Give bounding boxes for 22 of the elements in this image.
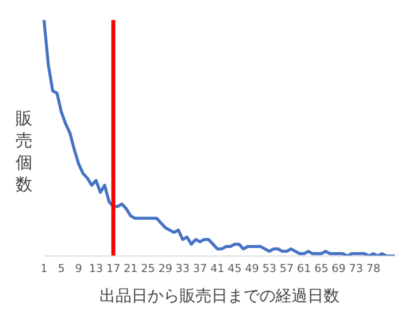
x-tick-label: 25	[141, 262, 155, 275]
x-tick-label: 37	[193, 262, 207, 275]
x-tick-label: 61	[297, 262, 311, 275]
x-tick-label: 49	[245, 262, 259, 275]
x-tick-label: 45	[228, 262, 242, 275]
x-tick-label: 9	[75, 262, 82, 275]
x-tick-label: 21	[124, 262, 138, 275]
x-tick-label: 33	[176, 262, 190, 275]
x-tick-label: 65	[314, 262, 328, 275]
x-tick-label: 57	[280, 262, 294, 275]
x-tick-label: 17	[106, 262, 120, 275]
x-tick-label: 5	[58, 262, 65, 275]
x-tick-label: 41	[210, 262, 224, 275]
x-tick-label: 69	[332, 262, 346, 275]
x-tick-label: 53	[262, 262, 276, 275]
x-tick-label: 1	[40, 262, 48, 275]
x-tick-label: 73	[349, 262, 363, 275]
x-tick-label: 78	[366, 262, 380, 275]
x-axis-title: 出品日から販売日までの経過日数	[98, 286, 340, 307]
y-axis-title: 販売個数	[16, 108, 32, 196]
x-tick-label: 29	[158, 262, 172, 275]
x-tick-label: 13	[89, 262, 103, 275]
